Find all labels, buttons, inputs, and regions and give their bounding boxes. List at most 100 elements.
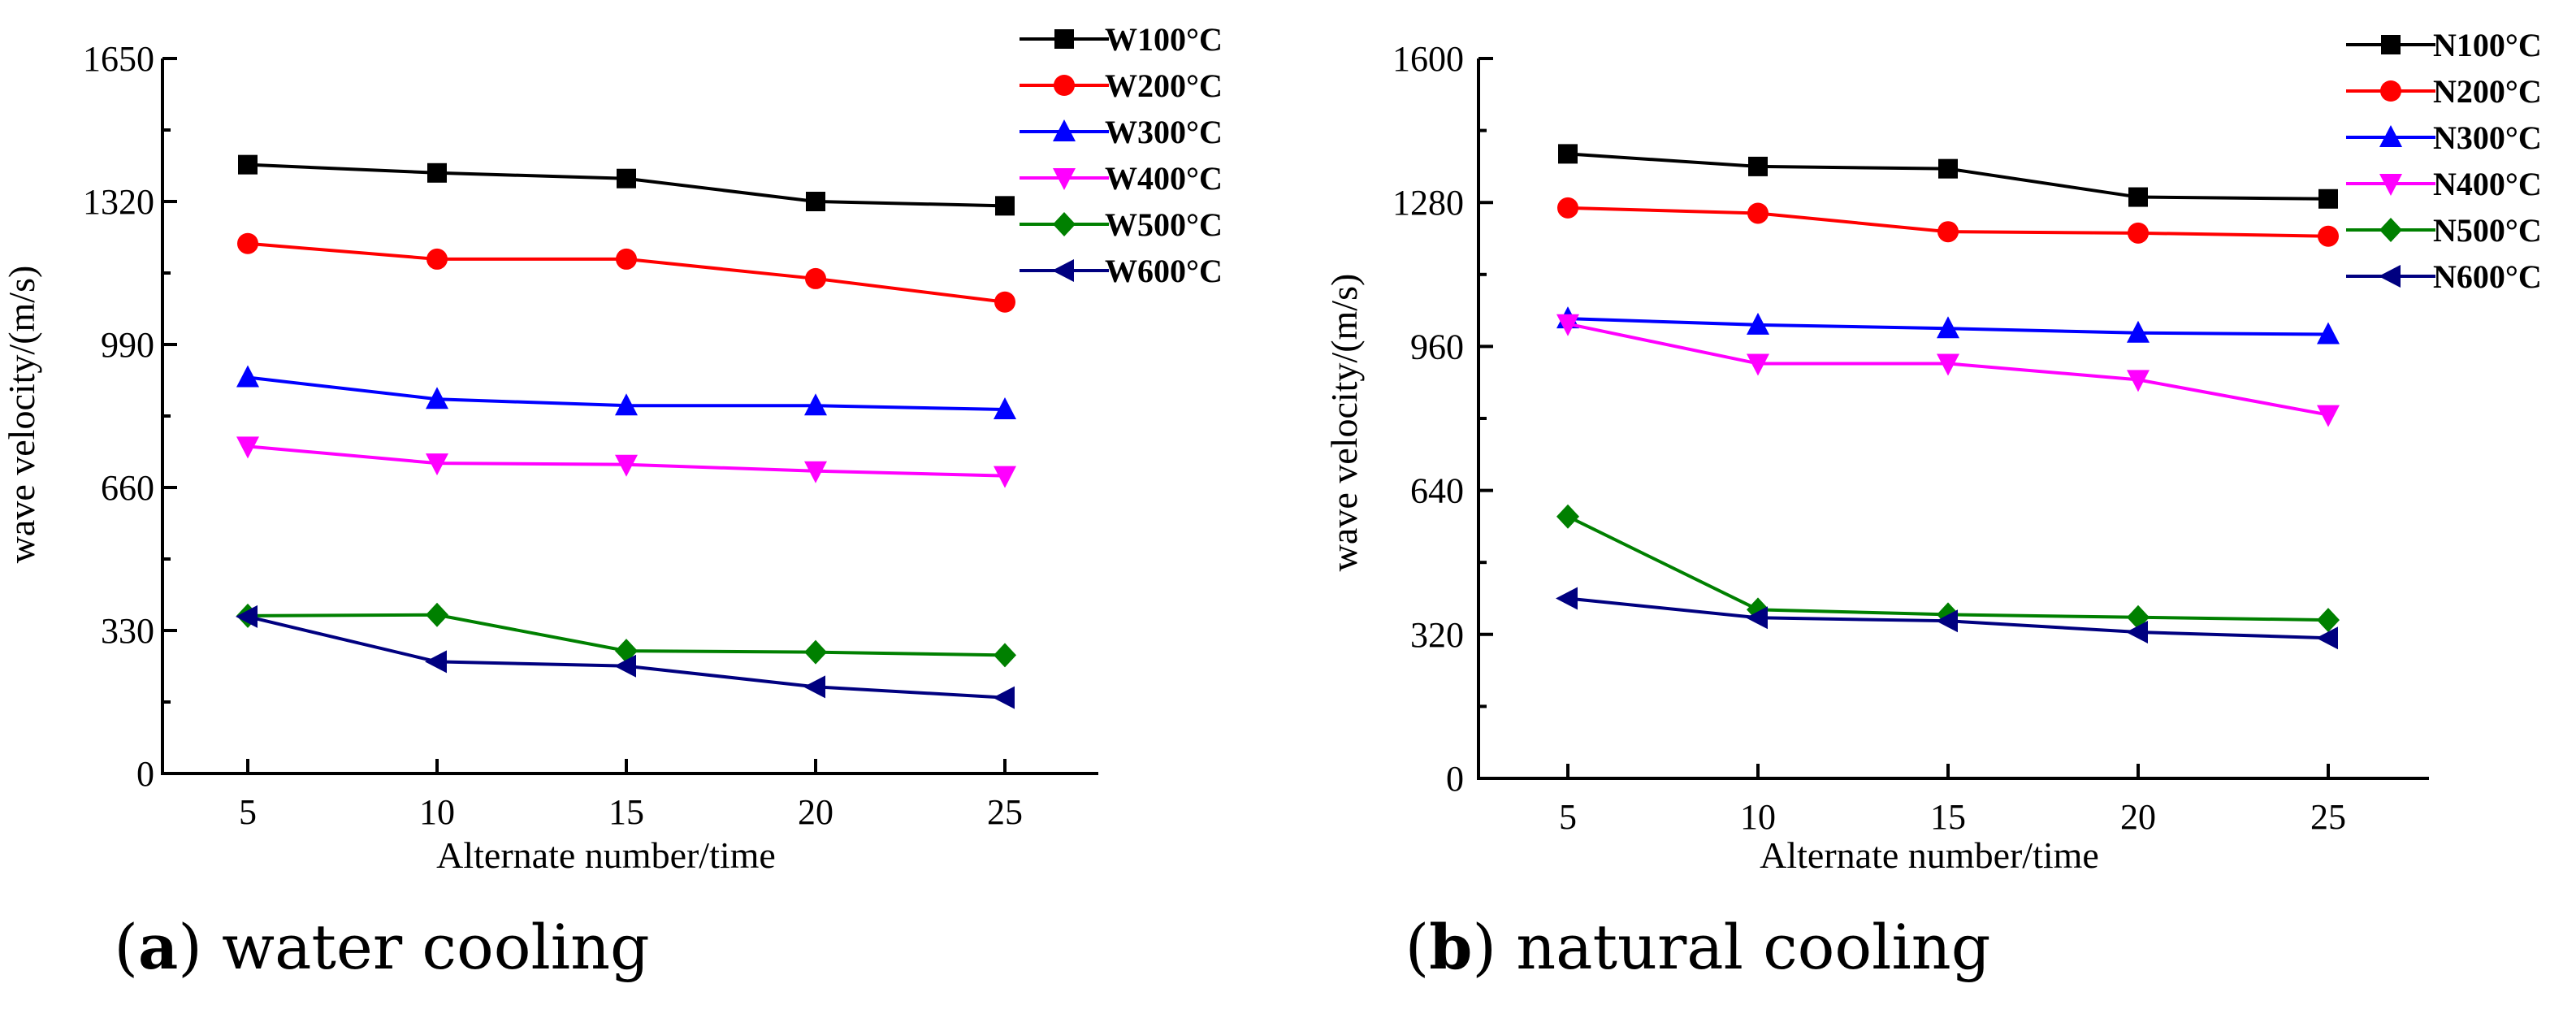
- data-point: [2128, 187, 2148, 207]
- data-point: [426, 387, 448, 410]
- series-n500c: [1556, 504, 2340, 633]
- legend-marker: [1054, 29, 1074, 49]
- data-point: [1938, 158, 1958, 179]
- legend-entry-w300c: W300°C: [1020, 114, 1223, 150]
- data-point: [426, 602, 448, 627]
- data-point: [2316, 626, 2338, 650]
- panel-natural-cooling: 0 320 640 960 1280 1600 5 10 15 20 25 Alternate num…: [1323, 27, 2542, 876]
- data-point: [2126, 621, 2148, 644]
- legend-label: N400°C: [2433, 166, 2542, 202]
- y-tick-label: 1320: [83, 182, 154, 222]
- legend-marker: [1054, 75, 1075, 96]
- legend-marker: [2379, 174, 2402, 196]
- data-point: [426, 248, 448, 270]
- legend-entry-n400c: N400°C: [2346, 166, 2542, 202]
- x-tick-label: 10: [1740, 797, 1776, 837]
- series-n400c: [1556, 314, 2340, 427]
- legend-entry-n200c: N200°C: [2346, 73, 2542, 110]
- y-axis-title: wave velocity/(m/s): [1, 266, 42, 564]
- x-tick-label: 25: [987, 792, 1023, 832]
- series-w500c: [236, 602, 1016, 668]
- data-point: [238, 154, 258, 175]
- series-n200c: [1557, 197, 2339, 247]
- legend-label: W400°C: [1105, 160, 1223, 197]
- data-point: [617, 168, 636, 188]
- series-n100c: [1558, 144, 2338, 209]
- data-point: [615, 454, 638, 477]
- legend-marker: [2379, 125, 2402, 147]
- data-point: [1556, 314, 1579, 336]
- x-tick-label: 25: [2310, 797, 2346, 837]
- y-tick-label: 0: [136, 754, 154, 794]
- legend-marker: [2379, 218, 2402, 242]
- legend-marker: [2380, 80, 2401, 102]
- series-n300c: [1556, 306, 2340, 344]
- legend-marker: [2381, 35, 2401, 54]
- data-point: [236, 365, 259, 388]
- data-point: [805, 267, 826, 289]
- data-point: [427, 162, 447, 183]
- data-point: [994, 466, 1016, 488]
- x-tick-label: 5: [1559, 797, 1577, 837]
- legend-marker: [1053, 119, 1076, 141]
- y-tick-label: 0: [1446, 759, 1464, 799]
- data-point: [1557, 197, 1578, 219]
- legend-label: N200°C: [2433, 73, 2542, 110]
- series-w100c: [238, 154, 1015, 216]
- data-point: [426, 453, 448, 476]
- y-tick-label: 330: [101, 611, 154, 651]
- legend-entry-w100c: W100°C: [1020, 21, 1223, 58]
- legend-label: N500°C: [2433, 212, 2542, 249]
- data-point: [614, 654, 636, 678]
- x-axis-title: Alternate number/time: [436, 834, 776, 876]
- x-tick-label: 5: [239, 792, 257, 832]
- x-axis-title: Alternate number/time: [1760, 834, 2099, 876]
- y-tick-label: 1600: [1392, 39, 1464, 79]
- data-point: [236, 604, 258, 628]
- caption-water-cooling: (a) water cooling: [114, 911, 649, 983]
- legend-entry-w200c: W200°C: [1020, 67, 1223, 104]
- data-point: [2317, 322, 2340, 344]
- legend-label: W600°C: [1105, 253, 1223, 289]
- data-point: [994, 291, 1015, 313]
- y-axis-title: wave velocity/(m/s): [1323, 274, 1365, 572]
- data-point: [2317, 608, 2340, 633]
- data-point: [1748, 156, 1768, 176]
- data-point: [2318, 188, 2338, 209]
- legend-marker: [1052, 259, 1074, 282]
- legend-label: W200°C: [1105, 67, 1223, 104]
- data-point: [2127, 320, 2150, 343]
- caption-natural-cooling: (b) natural cooling: [1405, 911, 1991, 983]
- x-tick-label: 10: [419, 792, 455, 832]
- series-w600c: [236, 604, 1015, 709]
- data-point: [804, 461, 827, 483]
- data-point: [2127, 370, 2150, 392]
- legend-label: W500°C: [1105, 206, 1223, 243]
- data-point: [616, 248, 637, 270]
- x-tick-label: 20: [2120, 797, 2156, 837]
- legend-label: N600°C: [2433, 258, 2542, 295]
- legend-entry-n100c: N100°C: [2346, 27, 2542, 63]
- data-point: [236, 436, 259, 459]
- data-point: [994, 397, 1016, 419]
- legend-marker: [1053, 168, 1076, 190]
- legend-entry-n500c: N500°C: [2346, 212, 2542, 249]
- data-point: [1556, 504, 1579, 529]
- legend-entry-n300c: N300°C: [2346, 119, 2542, 156]
- data-point: [425, 650, 447, 674]
- data-point: [803, 675, 825, 699]
- y-tick-label: 320: [1410, 615, 1464, 655]
- series-w400c: [236, 436, 1016, 488]
- y-tick-label: 1650: [83, 39, 154, 79]
- y-tick-label: 640: [1410, 471, 1464, 511]
- data-point: [1747, 312, 1769, 335]
- legend-entry-w600c: W600°C: [1020, 253, 1223, 289]
- legend-entry-n600c: N600°C: [2346, 258, 2542, 295]
- data-point: [1937, 221, 1959, 243]
- data-point: [2128, 222, 2149, 244]
- legend-entry-w500c: W500°C: [1020, 206, 1223, 243]
- y-tick-label: 660: [101, 468, 154, 508]
- y-tick-label: 1280: [1392, 183, 1464, 223]
- data-point: [1936, 609, 1958, 633]
- data-point: [804, 639, 827, 665]
